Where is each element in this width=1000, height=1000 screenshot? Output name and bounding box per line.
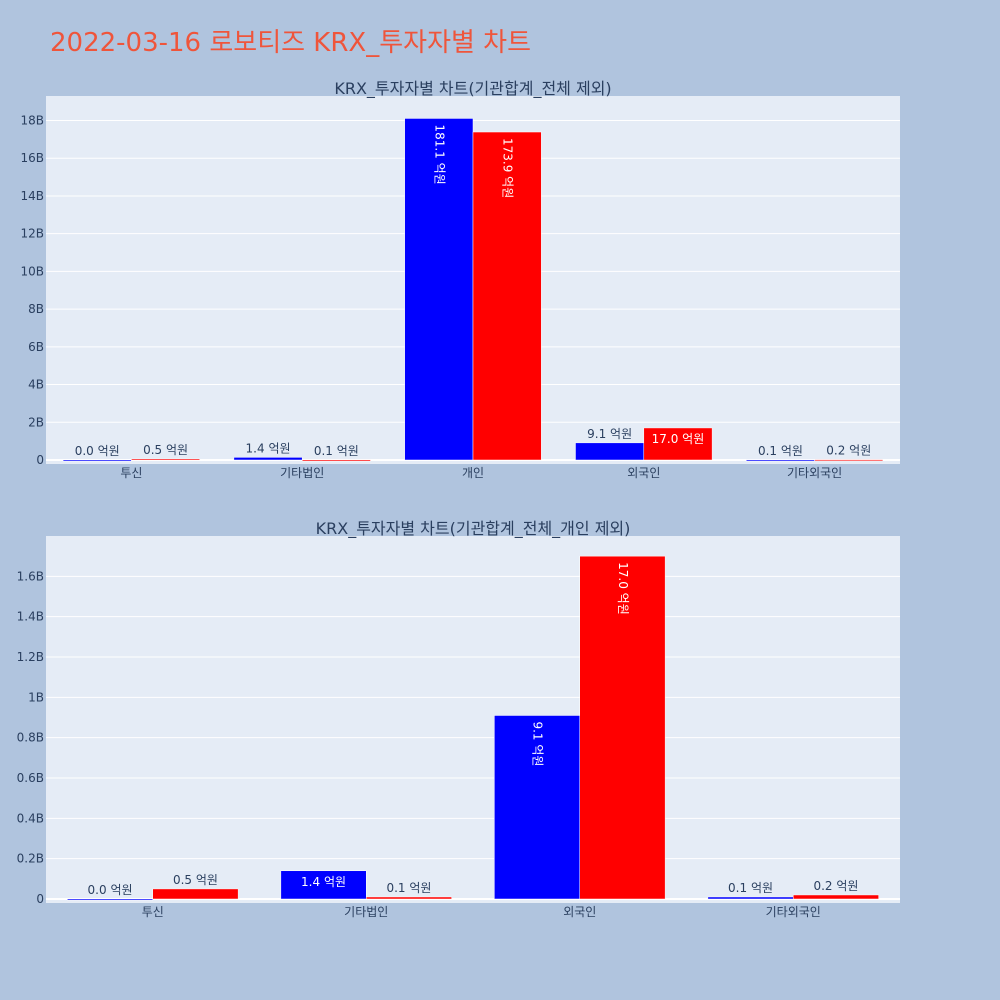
- bar: [494, 715, 581, 900]
- y-tick-label: 1.6B: [17, 569, 44, 583]
- bar: [472, 131, 542, 461]
- y-tick-label: 1.4B: [17, 610, 44, 624]
- bar-label: 0.0 억원: [88, 883, 133, 897]
- y-tick-label: 0.4B: [17, 811, 44, 825]
- bar: [280, 870, 367, 900]
- bar-label: 173.9 억원: [501, 138, 515, 198]
- x-tick-label: 외국인: [627, 466, 660, 480]
- chart-title: KRX_투자자별 차트(기관합계_전체_개인 제외): [316, 519, 631, 539]
- bar: [579, 555, 666, 900]
- bar: [301, 459, 371, 462]
- y-tick-label: 0.8B: [17, 731, 44, 745]
- bar-label: 9.1 억원: [587, 427, 632, 441]
- bar: [707, 896, 794, 900]
- bar: [62, 459, 132, 462]
- bar-label: 181.1 억원: [432, 124, 446, 184]
- x-tick-label: 기타법인: [280, 466, 324, 480]
- bar-label: 0.0 억원: [75, 444, 120, 458]
- x-tick-label: 기타법인: [344, 905, 388, 919]
- x-tick-label: 투신: [142, 905, 164, 919]
- bar: [131, 458, 200, 461]
- x-tick-label: 개인: [462, 466, 484, 480]
- bar: [746, 459, 815, 462]
- bar-label: 17.0 억원: [616, 562, 630, 615]
- y-tick-label: 10B: [20, 264, 44, 278]
- y-tick-label: 6B: [28, 340, 44, 354]
- x-tick-label: 기타외국인: [787, 466, 842, 480]
- y-tick-label: 0.2B: [17, 852, 44, 866]
- bar-label: 1.4 억원: [301, 875, 346, 889]
- bar-label: 0.1 억원: [386, 881, 431, 895]
- bar: [233, 457, 303, 461]
- bar: [793, 894, 879, 900]
- bar-label: 0.5 억원: [143, 443, 188, 457]
- y-tick-label: 0.6B: [17, 771, 44, 785]
- y-tick-label: 0: [36, 453, 44, 467]
- y-tick-label: 0: [36, 892, 44, 906]
- bar: [67, 898, 153, 901]
- bar: [575, 442, 645, 461]
- y-tick-label: 8B: [28, 302, 44, 316]
- bar-label: 9.1 억원: [531, 721, 545, 766]
- page-title: 2022-03-16 로보티즈 KRX_투자자별 차트: [50, 28, 532, 58]
- bar: [814, 459, 884, 462]
- x-tick-label: 투신: [120, 466, 142, 480]
- bar-label: 0.2 억원: [826, 444, 871, 458]
- bar-label: 0.5 억원: [173, 873, 218, 887]
- y-tick-label: 4B: [28, 378, 44, 392]
- chart-1: KRX_투자자별 차트(기관합계_전체 제외) 0 2B 4B 6B 8B 10B 12B 14…: [20, 79, 900, 480]
- y-tick-label: 14B: [20, 189, 44, 203]
- plot-area: [46, 536, 900, 903]
- y-tick-label: 18B: [20, 114, 44, 128]
- bar-label: 0.1 억원: [728, 881, 773, 895]
- x-tick-label: 외국인: [563, 905, 596, 919]
- y-tick-label: 12B: [20, 227, 44, 241]
- bar-label: 0.2 억원: [813, 879, 858, 893]
- bar-label: 0.1 억원: [758, 444, 803, 458]
- y-tick-label: 1.2B: [17, 650, 44, 664]
- bar: [152, 888, 239, 900]
- y-tick-label: 1B: [28, 690, 44, 704]
- y-tick-label: 2B: [28, 415, 44, 429]
- bar: [404, 118, 474, 461]
- chart-title: KRX_투자자별 차트(기관합계_전체 제외): [334, 79, 611, 99]
- bar-label: 17.0 억원: [652, 432, 705, 446]
- bar-label: 1.4 억원: [246, 441, 291, 455]
- x-tick-label: 기타외국인: [766, 905, 821, 919]
- bar: [643, 427, 713, 461]
- bar: [366, 896, 452, 900]
- chart-2: KRX_투자자별 차트(기관합계_전체_개인 제외) 0 0.2B 0.4B 0.6B 0…: [17, 519, 900, 919]
- bar-label: 0.1 억원: [314, 444, 359, 458]
- y-tick-label: 16B: [20, 151, 44, 165]
